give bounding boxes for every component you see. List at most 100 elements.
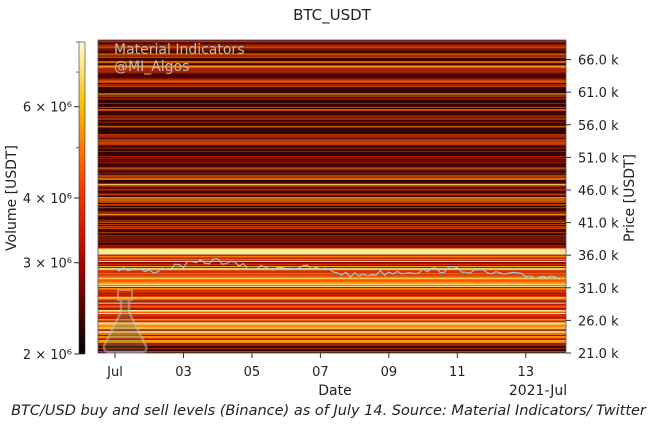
heatmap-band	[98, 101, 566, 103]
heatmap-band	[98, 293, 566, 296]
heatmap-band	[98, 62, 566, 64]
heatmap-band	[98, 306, 566, 308]
heatmap-band	[98, 112, 566, 114]
heatmap-band	[98, 178, 566, 181]
heatmap-band	[98, 213, 566, 215]
heatmap-band	[98, 133, 566, 135]
heatmap-band	[98, 98, 566, 100]
heatmap-band	[98, 211, 566, 213]
heatmap-band	[98, 45, 566, 47]
heatmap-band	[98, 347, 566, 350]
heatmap-band	[98, 335, 566, 338]
heatmap-band	[98, 339, 566, 342]
heatmap-band	[98, 243, 566, 245]
heatmap-band	[98, 50, 566, 52]
heatmap-band	[98, 309, 566, 311]
heatmap-band	[98, 44, 566, 46]
heatmap-band	[98, 55, 566, 57]
heatmap-band	[98, 312, 566, 315]
heatmap-band	[98, 86, 566, 88]
heatmap-band	[98, 311, 566, 314]
heatmap-band	[98, 329, 566, 331]
heatmap-band	[98, 216, 566, 218]
y-tick-label: 36.0 k	[578, 249, 619, 264]
heatmap-band	[98, 127, 566, 129]
x-tick-label: Jul	[106, 365, 123, 380]
heatmap-band	[98, 248, 566, 251]
heatmap-band	[98, 190, 566, 192]
heatmap-band	[98, 221, 566, 223]
heatmap-band	[98, 273, 566, 276]
heatmap-band	[98, 171, 566, 173]
heatmap-band	[98, 290, 566, 293]
x-axis-ticks: Jul 03 05 07 09 11 13	[106, 353, 534, 380]
heatmap-band	[98, 285, 566, 287]
heatmap-band	[98, 198, 566, 200]
heatmap-band	[98, 159, 566, 161]
heatmap-band	[98, 261, 566, 263]
heatmap-band	[98, 148, 566, 150]
heatmap-band	[98, 79, 566, 81]
heatmap-band	[98, 150, 566, 152]
heatmap-band	[98, 129, 566, 131]
heatmap-band	[98, 288, 566, 291]
heatmap-band	[98, 263, 566, 266]
heatmap-band	[98, 344, 566, 346]
y-tick-label: 31.0 k	[578, 282, 619, 297]
heatmap-band	[98, 227, 566, 230]
heatmap-band	[98, 321, 566, 324]
heatmap-band	[98, 78, 566, 80]
heatmap-band	[98, 319, 566, 322]
heatmap-band	[98, 310, 566, 312]
colorbar-ticks: 2 × 10⁶ 3 × 10⁶ 4 × 10⁶ 6 × 10⁶	[23, 41, 79, 363]
heatmap-band	[98, 54, 566, 56]
heatmap-band	[98, 192, 566, 194]
y-tick-label: 51.0 k	[578, 151, 619, 166]
heatmap-band	[98, 291, 566, 294]
heatmap-band	[98, 292, 566, 295]
heatmap-band	[98, 182, 566, 184]
heatmap-band	[98, 135, 566, 137]
heatmap-band	[98, 158, 566, 160]
heatmap-band	[98, 242, 566, 244]
heatmap-band	[98, 258, 566, 260]
heatmap-band	[98, 226, 566, 228]
watermark-text: Material Indicators	[114, 42, 244, 58]
heatmap-band	[98, 252, 566, 255]
heatmap-band	[98, 267, 566, 270]
heatmap-band	[98, 160, 566, 162]
heatmap-band	[98, 218, 566, 220]
heatmap-band	[98, 145, 566, 147]
heatmap-band	[98, 265, 566, 268]
heatmap-band	[98, 204, 566, 207]
heatmap-band	[98, 102, 566, 104]
heatmap-band	[98, 125, 566, 127]
heatmap-band	[98, 241, 566, 243]
heatmap-band	[98, 134, 566, 136]
heatmap-band	[98, 147, 566, 149]
heatmap-band	[98, 42, 566, 44]
heatmap-band	[98, 332, 566, 334]
heatmap-band	[98, 322, 566, 325]
heatmap-band	[98, 149, 566, 151]
heatmap-band	[98, 254, 566, 256]
heatmap-band	[98, 208, 566, 210]
heatmap-band	[98, 337, 566, 340]
heatmap-band	[98, 123, 566, 125]
figure-caption: BTC/USD buy and sell levels (Binance) as…	[11, 403, 646, 419]
heatmap-band	[98, 219, 566, 221]
x-axis-label: Date	[318, 383, 351, 399]
heatmap-band	[98, 202, 566, 205]
heatmap-band	[98, 279, 566, 281]
heatmap-band	[98, 174, 566, 176]
heatmap-band	[98, 69, 566, 71]
heatmap-band	[98, 175, 566, 177]
heatmap-band	[98, 317, 566, 320]
x-tick-label: 13	[517, 365, 534, 380]
heatmap-band	[98, 338, 566, 341]
chart-title: BTC_USDT	[293, 6, 372, 25]
heatmap-band	[98, 334, 566, 336]
heatmap-band	[98, 72, 566, 74]
heatmap-band	[98, 74, 566, 76]
heatmap-band	[98, 278, 566, 280]
